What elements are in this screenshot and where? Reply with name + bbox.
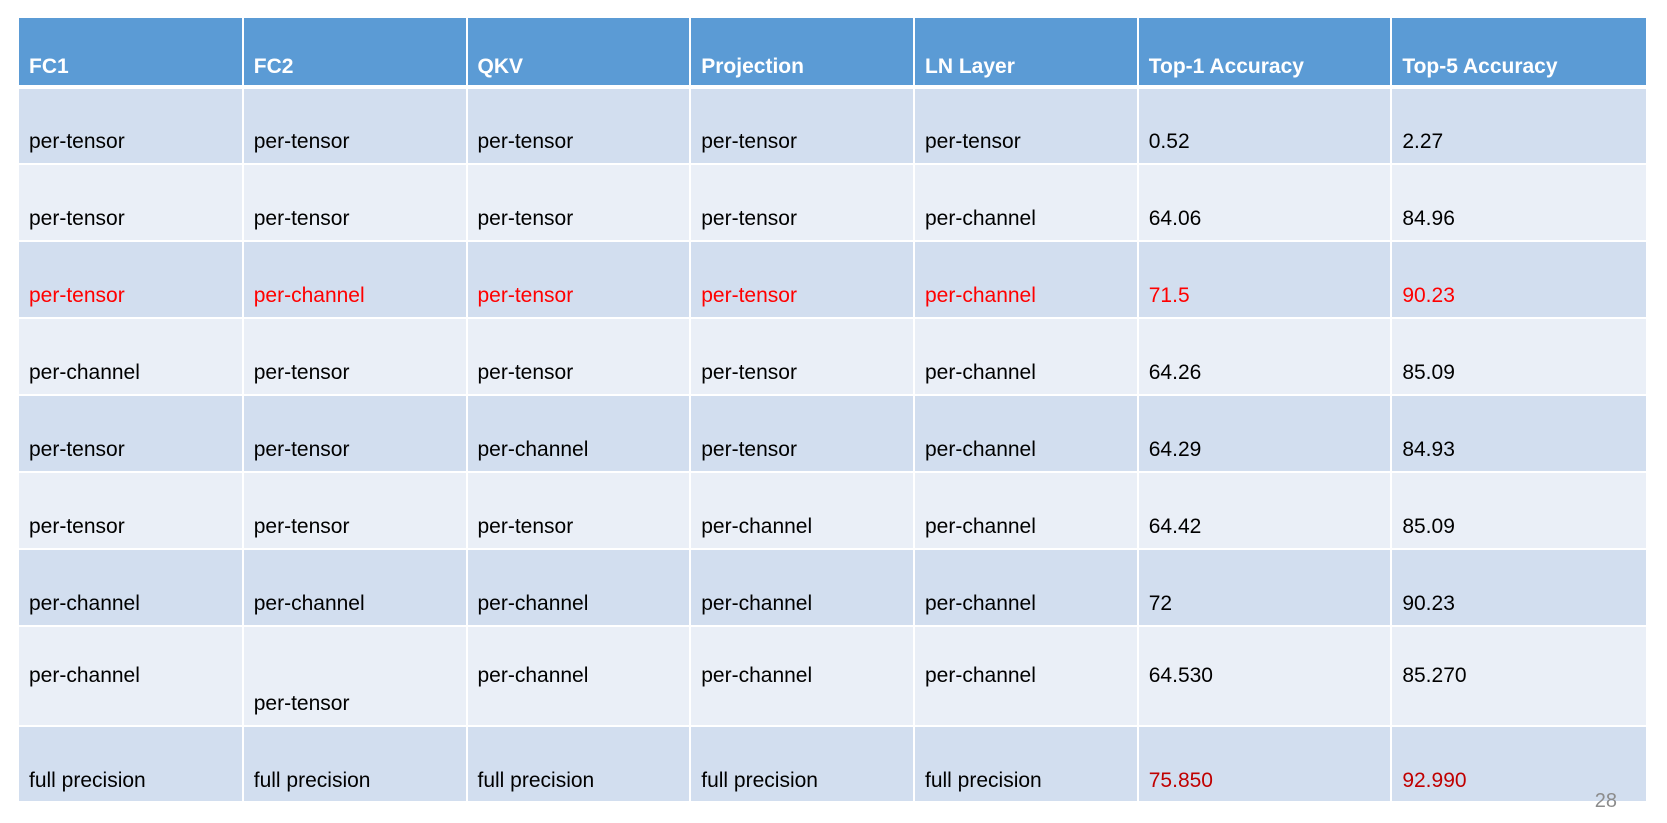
table-cell: per-tensor xyxy=(466,86,692,164)
table-cell: per-channel xyxy=(914,163,1139,241)
table-cell: 2.27 xyxy=(1391,86,1646,164)
table-cell: per-channel xyxy=(19,625,244,726)
column-header-projection: Projection xyxy=(690,18,915,89)
table-cell: per-tensor xyxy=(690,86,915,164)
table-cell: 84.96 xyxy=(1391,163,1646,241)
header-row: FC1 FC2 QKV Projection LN Layer Top-1 Ac… xyxy=(19,18,1646,89)
quantization-results-table: FC1 FC2 QKV Projection LN Layer Top-1 Ac… xyxy=(19,18,1646,801)
table-cell: 75.850 xyxy=(1137,725,1393,801)
table-cell: 85.270 xyxy=(1391,625,1646,726)
table-cell: per-tensor xyxy=(466,317,692,395)
column-header-top1-accuracy: Top-1 Accuracy xyxy=(1137,18,1393,89)
table-cell: 64.26 xyxy=(1137,317,1393,395)
table-cell: per-tensor xyxy=(19,240,244,318)
table-cell: per-tensor xyxy=(914,86,1139,164)
table-cell: per-tensor xyxy=(19,394,244,472)
table-cell: per-channel xyxy=(690,471,915,549)
table-row: per-tensor per-tensor per-tensor per-ten… xyxy=(19,86,1646,164)
table-row: per-channel per-tensor per-channel per-c… xyxy=(19,625,1646,726)
table-row-baseline: full precision full precision full preci… xyxy=(19,725,1646,801)
page-number: 28 xyxy=(1594,790,1617,812)
column-header-ln-layer: LN Layer xyxy=(914,18,1139,89)
table-cell: per-channel xyxy=(19,317,244,395)
table-cell: per-tensor xyxy=(466,240,692,318)
column-header-qkv: QKV xyxy=(466,18,692,89)
column-header-fc2: FC2 xyxy=(242,18,468,89)
table-cell: per-tensor xyxy=(690,240,915,318)
table-cell: full precision xyxy=(19,725,244,801)
table-cell: full precision xyxy=(914,725,1139,801)
table-row: per-tensor per-tensor per-tensor per-ten… xyxy=(19,163,1646,241)
table-row: per-channel per-tensor per-tensor per-te… xyxy=(19,317,1646,395)
table-cell: 64.29 xyxy=(1137,394,1393,472)
table-cell: 85.09 xyxy=(1391,471,1646,549)
table-cell: per-channel xyxy=(466,394,692,472)
table-cell: per-tensor xyxy=(242,394,468,472)
table-cell: 90.23 xyxy=(1391,548,1646,626)
table-cell: 0.52 xyxy=(1137,86,1393,164)
column-header-top5-accuracy: Top-5 Accuracy xyxy=(1391,18,1646,89)
table-cell: per-channel xyxy=(690,625,915,726)
table-row-highlighted: per-tensor per-channel per-tensor per-te… xyxy=(19,240,1646,318)
table-row: per-channel per-channel per-channel per-… xyxy=(19,548,1646,626)
table-cell: per-tensor xyxy=(690,163,915,241)
table-row: per-tensor per-tensor per-channel per-te… xyxy=(19,394,1646,472)
table-cell: 84.93 xyxy=(1391,394,1646,472)
table-cell: per-channel xyxy=(914,317,1139,395)
table-cell: per-channel xyxy=(914,471,1139,549)
table-cell: per-channel xyxy=(242,548,468,626)
table-cell: per-tensor xyxy=(466,163,692,241)
table-cell: per-tensor xyxy=(690,317,915,395)
table-cell: per-channel xyxy=(690,548,915,626)
table-cell: per-tensor xyxy=(466,471,692,549)
table-cell: per-tensor xyxy=(242,625,468,726)
table-cell: per-tensor xyxy=(242,86,468,164)
table-cell: per-tensor xyxy=(242,317,468,395)
table-cell: full precision xyxy=(466,725,692,801)
table-cell: per-tensor xyxy=(19,86,244,164)
column-header-fc1: FC1 xyxy=(19,18,244,89)
table-cell: full precision xyxy=(690,725,915,801)
table-cell: 90.23 xyxy=(1391,240,1646,318)
table-cell: 64.42 xyxy=(1137,471,1393,549)
table-cell: 92.990 xyxy=(1391,725,1646,801)
table-cell: 64.06 xyxy=(1137,163,1393,241)
table-row: per-tensor per-tensor per-tensor per-cha… xyxy=(19,471,1646,549)
table-cell: per-channel xyxy=(466,548,692,626)
table-cell: 85.09 xyxy=(1391,317,1646,395)
table-cell: 72 xyxy=(1137,548,1393,626)
table-cell: per-tensor xyxy=(690,394,915,472)
table-cell: 71.5 xyxy=(1137,240,1393,318)
table-cell: per-channel xyxy=(19,548,244,626)
table-cell: per-channel xyxy=(914,625,1139,726)
table-cell: full precision xyxy=(242,725,468,801)
table-cell: per-tensor xyxy=(19,471,244,549)
table-cell: per-tensor xyxy=(242,471,468,549)
table-cell: per-channel xyxy=(466,625,692,726)
table-cell: per-channel xyxy=(914,240,1139,318)
table-cell: per-channel xyxy=(914,548,1139,626)
table-cell: per-channel xyxy=(914,394,1139,472)
table-cell: per-channel xyxy=(242,240,468,318)
table-cell: per-tensor xyxy=(242,163,468,241)
table-cell: per-tensor xyxy=(19,163,244,241)
table-cell: 64.530 xyxy=(1137,625,1393,726)
